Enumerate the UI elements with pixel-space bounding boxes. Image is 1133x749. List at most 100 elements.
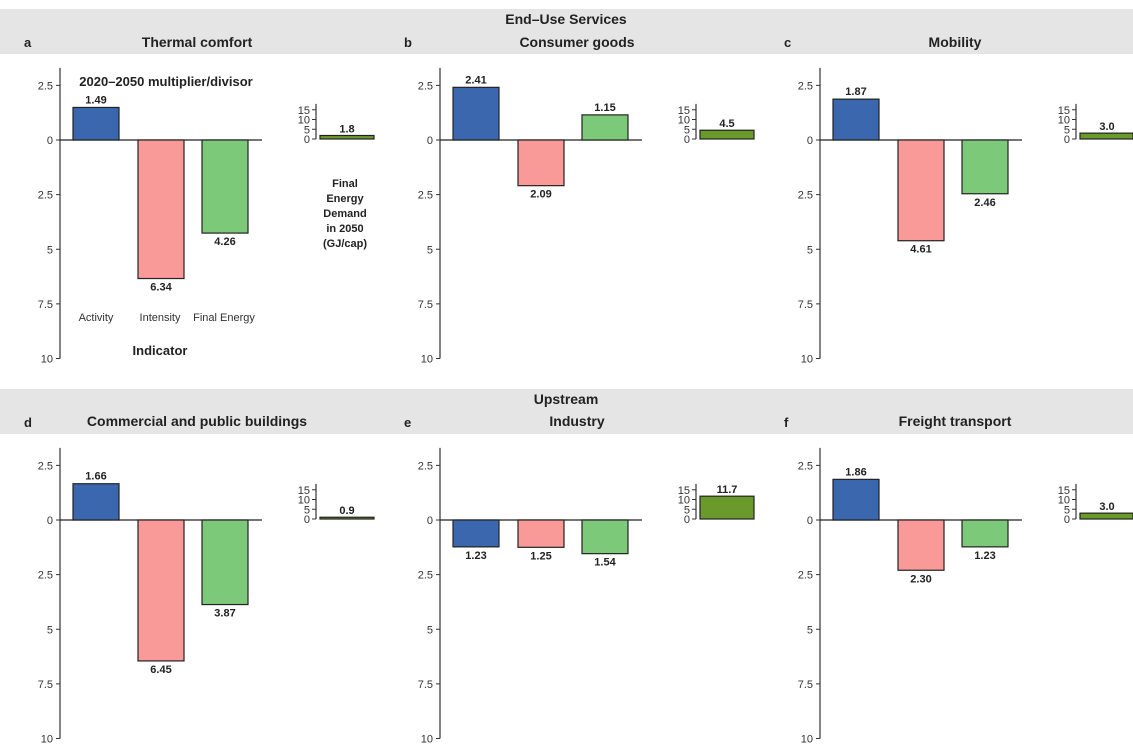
- fed-bar: [699, 495, 755, 520]
- y-tick-label: 2.5: [418, 570, 433, 582]
- bar-activity: [832, 478, 880, 521]
- fed-value-label: 0.9: [339, 505, 354, 517]
- fed-bar: [1079, 512, 1133, 520]
- fed-y-tick-label: 15: [678, 105, 690, 117]
- bar-value-label: 6.45: [150, 664, 171, 676]
- fed-y-tick-label: 10: [1058, 495, 1070, 507]
- fed-label-line-5: (GJ/cap): [323, 238, 367, 250]
- bar-final-energy: [961, 139, 1009, 195]
- fed-y-tick-label: 10: [298, 115, 310, 127]
- y-tick-label: 2.5: [798, 80, 813, 92]
- bar-intensity: [897, 519, 945, 571]
- fed-y-tick-label: 10: [298, 495, 310, 507]
- panel-letter: d: [24, 415, 32, 430]
- bar-value-label: 1.23: [465, 550, 486, 562]
- y-tick-label: 10: [801, 354, 813, 366]
- multiplier-divisor-note: 2020–2050 multiplier/divisor: [79, 74, 252, 89]
- fed-value-label: 3.0: [1099, 121, 1114, 133]
- bar-value-label: 6.34: [150, 282, 172, 294]
- panel-letter: e: [404, 415, 411, 430]
- y-tick-label: 2.5: [798, 190, 813, 202]
- fed-y-tick-label: 15: [298, 485, 310, 497]
- y-tick-label: 0: [47, 515, 53, 527]
- bar-value-label: 1.15: [594, 102, 615, 114]
- fed-value-label: 4.5: [719, 118, 734, 130]
- y-tick-label: 7.5: [418, 299, 433, 311]
- bar-value-label: 4.26: [214, 236, 235, 248]
- fed-label-line-1: Final: [332, 178, 358, 190]
- fed-y-tick-label: 5: [684, 504, 690, 516]
- y-tick-label: 0: [47, 135, 53, 147]
- fed-bar: [1079, 132, 1133, 140]
- bar-value-label: 1.25: [530, 550, 551, 562]
- fed-y-tick-label: 15: [1058, 105, 1070, 117]
- bar-intensity: [517, 519, 565, 548]
- section-title-end-use: End–Use Services: [505, 11, 627, 27]
- y-tick-label: 5: [47, 244, 53, 256]
- y-tick-label: 10: [801, 734, 813, 746]
- bar-value-label: 2.46: [974, 197, 995, 209]
- panel-b: b Consumer goods 2.5 0 2.5 5 7.5 10 2.41 2.09 1.15…: [404, 34, 755, 366]
- bar-value-label: 1.66: [85, 471, 106, 483]
- y-tick-label: 2.5: [418, 190, 433, 202]
- bar-intensity: [137, 139, 185, 280]
- bar-intensity: [897, 139, 945, 242]
- panel-title: Thermal comfort: [142, 34, 253, 50]
- y-tick-label: 7.5: [38, 679, 53, 691]
- category-label-intensity: Intensity: [140, 312, 181, 324]
- y-tick-label: 0: [427, 135, 433, 147]
- fed-label-line-3: Demand: [323, 208, 366, 220]
- fed-y-tick-label: 15: [678, 485, 690, 497]
- bar-value-label: 1.23: [974, 550, 995, 562]
- bar-final-energy: [581, 114, 629, 141]
- panel-title: Mobility: [929, 34, 982, 50]
- section-strip-end-use: [0, 9, 1133, 54]
- panel-letter: b: [404, 35, 412, 50]
- y-tick-label: 2.5: [38, 190, 53, 202]
- section-strip-upstream: [0, 389, 1133, 434]
- y-tick-label: 5: [427, 244, 433, 256]
- fed-y-tick-label: 15: [1058, 485, 1070, 497]
- bar-value-label: 2.30: [910, 573, 931, 585]
- y-tick-label: 5: [807, 624, 813, 636]
- bar-value-label: 1.87: [845, 86, 866, 98]
- y-tick-label: 5: [427, 624, 433, 636]
- y-tick-label: 2.5: [418, 80, 433, 92]
- y-tick-label: 10: [41, 734, 53, 746]
- y-tick-label: 0: [427, 515, 433, 527]
- fed-bar: [699, 129, 755, 140]
- category-label-activity: Activity: [79, 312, 114, 324]
- fed-y-tick-label: 0: [1064, 134, 1070, 146]
- y-tick-label: 2.5: [38, 460, 53, 472]
- bar-value-label: 3.87: [214, 608, 235, 620]
- panel-title: Commercial and public buildings: [87, 413, 307, 429]
- bar-value-label: 1.86: [845, 466, 866, 478]
- panel-f: f Freight transport 2.5 0 2.5 5 7.5 10 1.86 2.30 1…: [784, 413, 1133, 746]
- fed-label-line-2: Energy: [326, 193, 364, 205]
- fed-y-tick-label: 5: [304, 504, 310, 516]
- fed-y-tick-label: 0: [304, 514, 310, 526]
- fed-bar: [319, 516, 375, 520]
- bar-value-label: 1.49: [85, 94, 106, 106]
- fed-y-tick-label: 15: [298, 105, 310, 117]
- y-tick-label: 7.5: [798, 299, 813, 311]
- y-tick-label: 2.5: [418, 460, 433, 472]
- fed-y-tick-label: 5: [684, 124, 690, 136]
- y-tick-label: 10: [41, 354, 53, 366]
- bar-final-energy: [201, 519, 249, 606]
- y-tick-label: 2.5: [798, 460, 813, 472]
- panel-title: Freight transport: [899, 413, 1012, 429]
- bar-final-energy: [201, 139, 249, 234]
- panel-letter: a: [24, 35, 32, 50]
- fed-y-tick-label: 5: [1064, 504, 1070, 516]
- y-tick-label: 7.5: [798, 679, 813, 691]
- bar-activity: [72, 106, 120, 141]
- y-tick-label: 5: [47, 624, 53, 636]
- y-tick-label: 2.5: [38, 570, 53, 582]
- fed-y-tick-label: 0: [684, 514, 690, 526]
- fed-y-tick-label: 5: [304, 124, 310, 136]
- fed-y-tick-label: 0: [304, 134, 310, 146]
- bar-activity: [452, 519, 500, 548]
- bar-value-label: 2.09: [530, 189, 551, 201]
